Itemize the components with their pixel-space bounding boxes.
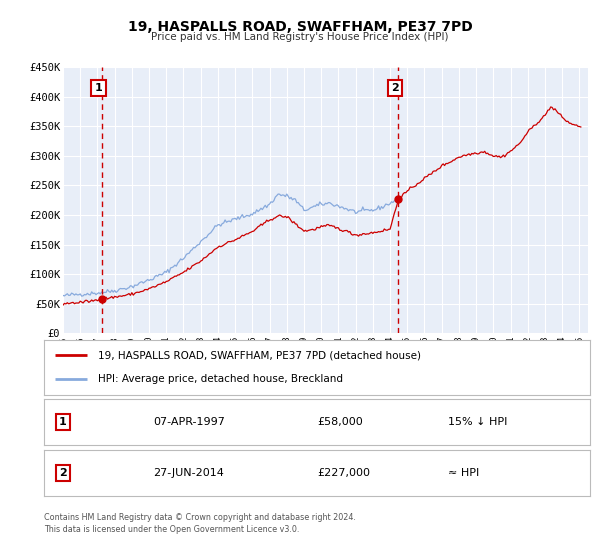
Text: Price paid vs. HM Land Registry's House Price Index (HPI): Price paid vs. HM Land Registry's House …	[151, 32, 449, 43]
Text: 15% ↓ HPI: 15% ↓ HPI	[448, 417, 507, 427]
Text: 19, HASPALLS ROAD, SWAFFHAM, PE37 7PD: 19, HASPALLS ROAD, SWAFFHAM, PE37 7PD	[128, 20, 472, 34]
Text: 1: 1	[59, 417, 67, 427]
Text: 1: 1	[95, 83, 103, 93]
Text: £227,000: £227,000	[317, 468, 370, 478]
Text: HPI: Average price, detached house, Breckland: HPI: Average price, detached house, Brec…	[98, 375, 343, 384]
Text: ≈ HPI: ≈ HPI	[448, 468, 479, 478]
Text: Contains HM Land Registry data © Crown copyright and database right 2024.: Contains HM Land Registry data © Crown c…	[44, 513, 356, 522]
Text: 07-APR-1997: 07-APR-1997	[153, 417, 225, 427]
Text: This data is licensed under the Open Government Licence v3.0.: This data is licensed under the Open Gov…	[44, 525, 299, 534]
Text: 19, HASPALLS ROAD, SWAFFHAM, PE37 7PD (detached house): 19, HASPALLS ROAD, SWAFFHAM, PE37 7PD (d…	[98, 351, 421, 360]
Text: 2: 2	[59, 468, 67, 478]
Text: 27-JUN-2014: 27-JUN-2014	[153, 468, 224, 478]
Text: £58,000: £58,000	[317, 417, 362, 427]
Text: 2: 2	[391, 83, 399, 93]
